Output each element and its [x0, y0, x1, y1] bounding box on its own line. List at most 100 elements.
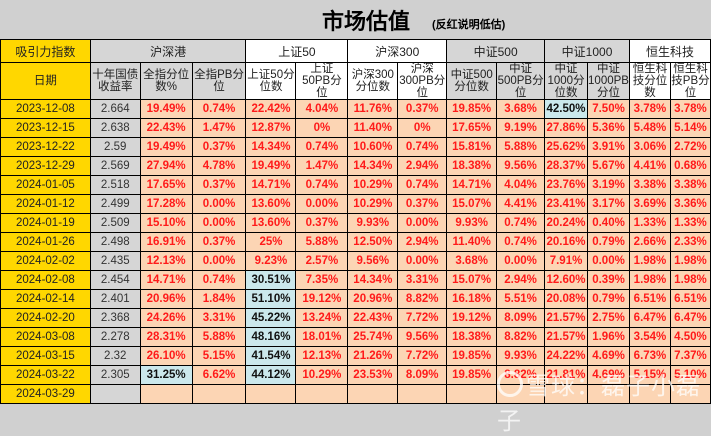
percentile-cell: 5.88%	[496, 137, 546, 157]
group-zz1000: 中证1000	[544, 39, 630, 63]
percentile-cell: 3.69%	[629, 194, 671, 214]
table-row: 2024-01-05 2.518 17.65% 0.37% 14.71% 0.74% 10.…	[0, 175, 711, 195]
percentile-cell: 12.13%	[295, 346, 349, 366]
percentile-cell: 18.38%	[446, 156, 498, 176]
percentile-cell: 0%	[397, 118, 448, 138]
percentile-cell: 18.38%	[446, 327, 498, 347]
percentile-cell: 4.78%	[191, 156, 247, 176]
percentile-cell: 23.53%	[347, 365, 399, 385]
percentile-cell: 9.93%	[496, 346, 546, 366]
date-cell: 2024-01-12	[0, 194, 91, 214]
percentile-cell: 12.50%	[347, 232, 399, 252]
percentile-cell: 15.10%	[139, 213, 193, 233]
percentile-cell: 23.76%	[544, 175, 589, 195]
percentile-cell: 10.60%	[347, 137, 399, 157]
percentile-cell: 2.33%	[669, 232, 711, 252]
percentile-cell: 20.24%	[544, 213, 589, 233]
percentile-cell: 3.36%	[669, 194, 711, 214]
percentile-cell: 5.67%	[587, 156, 630, 176]
percentile-cell: 0.00%	[191, 251, 247, 271]
date-cell: 2023-12-29	[0, 156, 91, 176]
percentile-cell: 4.04%	[295, 99, 349, 119]
bond-yield-cell: 2.499	[89, 194, 141, 214]
percentile-cell: 6.73%	[629, 346, 671, 366]
column-header: 恒生科技PB分位	[669, 62, 711, 100]
percentile-cell: 7.50%	[587, 99, 630, 119]
percentile-cell: 5.15%	[191, 346, 247, 366]
percentile-cell: 44.12%	[245, 365, 297, 385]
percentile-cell: 3.68%	[446, 251, 498, 271]
percentile-cell: 4.69%	[587, 346, 630, 366]
table-row: 2023-12-22 2.59 19.49% 0.37% 14.34% 0.74% 10.6…	[0, 137, 711, 157]
percentile-cell: 13.60%	[245, 194, 297, 214]
percentile-cell	[629, 384, 671, 404]
percentile-cell: 6.47%	[629, 308, 671, 328]
group-sz50: 上证50	[245, 39, 349, 63]
page-title-note: (反红说明低估)	[432, 19, 506, 31]
percentile-cell: 5.51%	[496, 289, 546, 309]
percentile-cell: 6.51%	[669, 289, 711, 309]
column-header: 恒生科技分位数	[629, 62, 671, 100]
corner-label: 吸引力指数	[0, 39, 91, 63]
percentile-cell: 0.74%	[397, 175, 448, 195]
percentile-cell: 3.78%	[669, 99, 711, 119]
percentile-cell: 5.10%	[669, 365, 711, 385]
table-row: 2024-02-20 2.368 24.26% 3.31% 45.22% 13.24% 22…	[0, 308, 711, 328]
percentile-cell: 7.35%	[295, 270, 349, 290]
percentile-cell: 20.96%	[139, 289, 193, 309]
percentile-cell: 25.74%	[347, 327, 399, 347]
percentile-cell: 20.08%	[544, 289, 589, 309]
percentile-cell: 28.37%	[544, 156, 589, 176]
bond-yield-cell: 2.509	[89, 213, 141, 233]
percentile-cell: 3.54%	[629, 327, 671, 347]
percentile-cell: 1.98%	[669, 270, 711, 290]
percentile-cell: 3.78%	[629, 99, 671, 119]
percentile-cell: 9.93%	[347, 213, 399, 233]
percentile-cell: 8.82%	[397, 289, 448, 309]
percentile-cell: 1.47%	[191, 118, 247, 138]
percentile-cell: 21.57%	[544, 327, 589, 347]
percentile-cell: 42.50%	[544, 99, 589, 119]
percentile-cell: 4.04%	[496, 175, 546, 195]
date-cell: 2024-03-15	[0, 346, 91, 366]
percentile-cell: 25.62%	[544, 137, 589, 157]
percentile-cell: 0.37%	[191, 175, 247, 195]
bond-yield-cell: 2.401	[89, 289, 141, 309]
bond-yield-cell: 2.32	[89, 346, 141, 366]
column-header: 沪深300PB分位	[397, 62, 448, 100]
percentile-cell: 19.12%	[295, 289, 349, 309]
date-cell: 2023-12-15	[0, 118, 91, 138]
percentile-cell: 41.54%	[245, 346, 297, 366]
percentile-cell: 1.96%	[587, 327, 630, 347]
percentile-cell: 8.82%	[496, 365, 546, 385]
percentile-cell: 15.81%	[446, 137, 498, 157]
table-row: 2024-03-08 2.278 28.31% 5.88% 48.16% 18.01% 25…	[0, 327, 711, 347]
valuation-table: 吸引力指数 沪深港 上证50 沪深300 中证500 中证1000 恒生科技 日…	[0, 39, 711, 404]
percentile-cell: 8.82%	[496, 327, 546, 347]
column-header: 沪深300分位数	[347, 62, 399, 100]
percentile-cell: 0.74%	[295, 137, 349, 157]
percentile-cell: 4.41%	[496, 194, 546, 214]
percentile-cell: 9.56%	[347, 251, 399, 271]
percentile-cell: 6.62%	[191, 365, 247, 385]
percentile-cell: 17.65%	[446, 118, 498, 138]
percentile-cell: 10.29%	[295, 365, 349, 385]
table-row: 2024-03-22 2.305 31.25% 6.62% 44.12% 10.29% 23…	[0, 365, 711, 385]
percentile-cell: 0.39%	[587, 270, 630, 290]
percentile-cell: 0.37%	[295, 213, 349, 233]
group-hs300: 沪深300	[347, 39, 448, 63]
percentile-cell	[669, 384, 711, 404]
percentile-cell	[446, 384, 498, 404]
percentile-cell: 23.41%	[544, 194, 589, 214]
percentile-cell: 3.17%	[587, 194, 630, 214]
percentile-cell: 19.49%	[139, 137, 193, 157]
percentile-cell: 1.98%	[629, 270, 671, 290]
column-header: 中证1000PB分位	[587, 62, 630, 100]
percentile-cell	[587, 384, 630, 404]
percentile-cell: 0.37%	[191, 232, 247, 252]
percentile-cell: 22.43%	[347, 308, 399, 328]
percentile-cell	[245, 384, 297, 404]
percentile-cell: 3.68%	[496, 99, 546, 119]
percentile-cell: 9.56%	[397, 327, 448, 347]
percentile-cell	[191, 384, 247, 404]
